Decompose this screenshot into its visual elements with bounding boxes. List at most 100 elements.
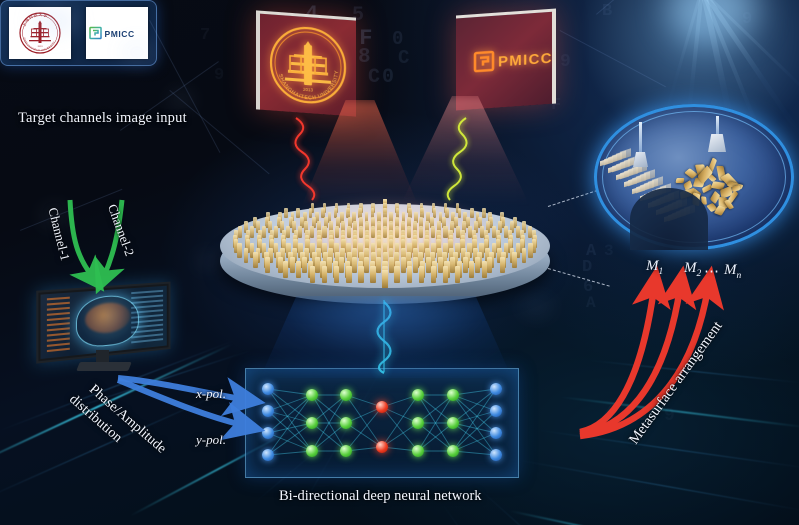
nano-pillar [291, 247, 297, 263]
nano-pillar [376, 212, 381, 223]
nano-pillar [472, 238, 477, 253]
nano-pillar [453, 216, 458, 229]
nano-pillar [285, 243, 291, 258]
nano-pillar [461, 247, 466, 263]
nano-pillar [424, 238, 429, 253]
nn-node [412, 417, 424, 429]
nano-pillar [430, 216, 435, 229]
nano-pillar [425, 221, 430, 233]
nn-node [306, 417, 318, 429]
nano-pillar [503, 243, 509, 258]
input-section-title: Target channels image input [18, 110, 187, 126]
nano-pillar [450, 256, 456, 273]
nn-node [306, 389, 318, 401]
channel-1-arrow [67, 199, 105, 292]
nano-pillar [334, 243, 339, 258]
nano-pillar [321, 265, 328, 283]
nano-pillar [522, 221, 527, 233]
nano-pillar [333, 207, 338, 218]
nano-pillar [310, 225, 315, 238]
nano-pillar [431, 243, 436, 258]
nano-pillar [475, 212, 480, 223]
nano-pillar [467, 225, 472, 238]
nano-pillar [340, 247, 346, 263]
nano-pillar [358, 243, 364, 258]
nano-pillar [324, 216, 328, 229]
nano-pillar [288, 216, 293, 229]
pmicc-logo-card: PMICC [86, 7, 149, 59]
nano-pillar [388, 238, 394, 253]
nano-pillar [491, 243, 497, 258]
inset-probe-tip-right [716, 116, 719, 142]
nano-pillar [304, 221, 309, 233]
disk-to-network-glow [260, 296, 512, 378]
shanghaitech-projection-emblem: SHANGHAITECH UNIVERSITY 2013 [269, 26, 347, 104]
nano-pillar [334, 225, 339, 238]
nano-pillar [503, 225, 509, 238]
nano-pillar [400, 256, 407, 273]
nano-pillar [376, 221, 381, 233]
nano-pillar [370, 265, 376, 283]
nano-pillar [408, 207, 412, 218]
yellow-helical-beam [446, 117, 468, 201]
nano-pillar [312, 216, 317, 229]
nano-pillar [298, 225, 303, 238]
nano-pillar [316, 247, 321, 263]
nano-pillar [382, 252, 388, 269]
nano-pillar [395, 225, 400, 238]
target-channels-input-panel: SHANGHAITECH UNIVERSITY 上海科技大学 2013 [0, 0, 157, 66]
nano-pillar [346, 225, 351, 238]
nano-pillar [419, 225, 424, 238]
nano-pillar [249, 225, 254, 238]
nano-pillar [280, 221, 285, 233]
nano-pillar [382, 243, 388, 258]
nano-pillar [383, 216, 387, 229]
nano-pillar [406, 265, 412, 283]
m-label-1: M1 [646, 258, 664, 277]
nano-pillar [499, 256, 505, 273]
nano-pillar [412, 238, 417, 253]
svg-text:2013: 2013 [37, 46, 43, 48]
nn-node [412, 445, 424, 457]
shanghaitech-logo-card: SHANGHAITECH UNIVERSITY 上海科技大学 2013 [8, 7, 71, 59]
nano-pillar [286, 225, 291, 238]
inset-probe-head-left [633, 152, 648, 167]
nano-pillar [437, 256, 444, 273]
nano-pillar [346, 207, 350, 218]
nano-pillar [364, 247, 370, 263]
inset-probe-head-right [708, 134, 726, 152]
metasurface-arrangement-arrows [579, 265, 724, 440]
nano-pillar [509, 247, 515, 263]
nano-pillar [489, 216, 494, 229]
nano-pillar [323, 252, 329, 269]
nn-node [340, 445, 352, 457]
nano-pillar [290, 256, 296, 273]
nano-pillar [261, 243, 267, 258]
nano-pillar [521, 247, 527, 263]
nano-pillar [335, 216, 340, 229]
nano-pillar [432, 207, 437, 218]
nano-pillar [406, 216, 411, 229]
nano-pillar-array [220, 196, 550, 304]
nano-pillar [352, 247, 358, 263]
nano-pillar [283, 207, 288, 218]
nano-pillar [328, 221, 333, 233]
nano-pillar [429, 252, 435, 269]
nano-pillar [370, 207, 375, 218]
nano-pillar [295, 261, 301, 278]
nano-pillar [297, 243, 303, 258]
nano-pillar [321, 207, 325, 218]
nano-pillar [317, 238, 322, 253]
nano-pillar [382, 225, 388, 238]
nano-pillar [243, 247, 249, 263]
nano-pillar [237, 225, 242, 238]
neural-network-caption: Bi-directional deep neural network [279, 488, 482, 504]
nano-pillar [296, 207, 300, 218]
nano-pillar [352, 238, 358, 253]
nano-pillar [268, 221, 273, 233]
nano-pillar [431, 225, 436, 238]
nano-pillar [279, 247, 285, 263]
nano-pillar [450, 212, 455, 223]
nn-node [490, 427, 502, 439]
nano-pillar [460, 238, 465, 253]
